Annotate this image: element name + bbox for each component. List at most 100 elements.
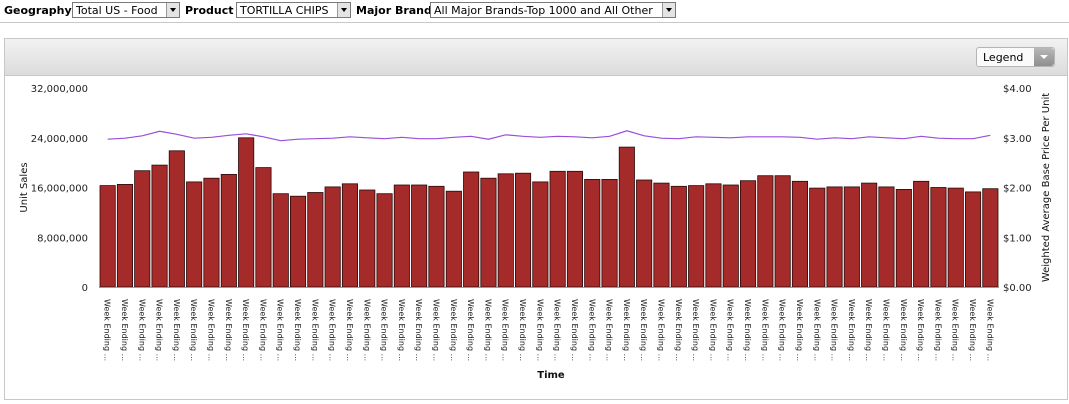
- bar: [774, 175, 791, 288]
- x-tick-label: Week Ending ...: [830, 299, 839, 361]
- x-tick-label: Week Ending ...: [795, 299, 804, 361]
- x-tick-label: Week Ending ...: [708, 299, 717, 361]
- x-tick-label: Week Ending ...: [155, 299, 164, 361]
- bar: [740, 180, 757, 288]
- bar: [186, 181, 203, 288]
- x-tick-label: Week Ending ...: [674, 299, 683, 361]
- bar: [151, 164, 168, 288]
- x-tick-label: Week Ending ...: [847, 299, 856, 361]
- x-tick-label: Week Ending ...: [726, 299, 735, 361]
- bar: [272, 193, 289, 288]
- bar: [289, 195, 307, 288]
- bar: [688, 185, 705, 288]
- bar: [411, 184, 428, 288]
- x-tick-label: Week Ending ...: [899, 299, 908, 361]
- filter-bar: Geography Total US - Food Product TORTIL…: [0, 0, 1069, 22]
- bar: [497, 173, 514, 288]
- y2-tick-label: $2.00: [1003, 184, 1032, 195]
- geography-value: Total US - Food: [76, 4, 158, 17]
- y-tick-label: 0: [82, 283, 88, 294]
- x-tick-label: Week Ending ...: [432, 299, 441, 361]
- bar: [878, 186, 895, 288]
- x-tick-label: Week Ending ...: [414, 299, 423, 361]
- bar: [255, 167, 272, 288]
- x-tick-label: Week Ending ...: [466, 299, 475, 361]
- bar: [168, 150, 185, 288]
- brand-value: All Major Brands-Top 1000 and All Other: [434, 4, 653, 17]
- bar: [861, 182, 878, 288]
- x-tick-label: Week Ending ...: [985, 299, 994, 361]
- bar: [601, 178, 618, 288]
- brand-label: Major Brand: [356, 4, 432, 17]
- bar: [636, 179, 653, 288]
- bar: [203, 177, 220, 288]
- x-tick-label: Week Ending ...: [553, 299, 562, 361]
- geography-select[interactable]: Total US - Food: [72, 2, 180, 18]
- x-tick-label: Week Ending ...: [328, 299, 337, 361]
- x-tick-label: Week Ending ...: [310, 299, 319, 361]
- bar: [965, 191, 982, 288]
- bar: [584, 178, 601, 288]
- bar: [670, 185, 687, 288]
- bar: [826, 186, 843, 288]
- y2-axis-title: Weighted Average Base Price Per Unit: [1041, 93, 1052, 282]
- x-tick-label: Week Ending ...: [951, 299, 960, 361]
- bar: [393, 184, 410, 288]
- legend-dropdown[interactable]: Legend: [976, 47, 1055, 67]
- bar: [549, 170, 566, 288]
- bar: [653, 182, 670, 288]
- y2-tick-label: $1.00: [1003, 233, 1032, 244]
- x-tick-label: Week Ending ...: [276, 299, 285, 361]
- bar: [134, 170, 151, 288]
- bar: [618, 146, 635, 288]
- bar: [843, 186, 860, 288]
- price-line: [107, 130, 991, 142]
- chart-panel-header: Legend: [5, 39, 1067, 76]
- bar: [913, 180, 930, 288]
- x-tick-label: Week Ending ...: [258, 299, 267, 361]
- x-tick-label: Week Ending ...: [483, 299, 492, 361]
- product-select[interactable]: TORTILLA CHIPS: [236, 2, 351, 18]
- x-tick-label: Week Ending ...: [241, 299, 250, 361]
- chevron-down-icon: [1034, 48, 1054, 66]
- geography-label: Geography: [4, 4, 72, 17]
- bar: [341, 183, 358, 288]
- x-tick-label: Week Ending ...: [172, 299, 181, 361]
- bar: [324, 186, 341, 288]
- product-label: Product: [185, 4, 234, 17]
- chevron-down-icon: [337, 3, 350, 17]
- y-tick-label: 24,000,000: [31, 134, 88, 145]
- x-tick-label: Week Ending ...: [189, 299, 198, 361]
- brand-select[interactable]: All Major Brands-Top 1000 and All Other: [430, 2, 676, 18]
- bar: [480, 177, 497, 288]
- bar: [791, 180, 808, 288]
- bar: [947, 187, 964, 288]
- x-tick-label: Week Ending ...: [639, 299, 648, 361]
- chevron-down-icon: [662, 3, 675, 17]
- x-tick-label: Week Ending ...: [120, 299, 129, 361]
- toolbar-divider: [0, 22, 1069, 23]
- y-tick-label: 16,000,000: [31, 184, 88, 195]
- x-tick-label: Week Ending ...: [103, 299, 112, 361]
- x-tick-label: Week Ending ...: [501, 299, 510, 361]
- x-tick-label: Week Ending ...: [622, 299, 631, 361]
- x-tick-label: Week Ending ...: [812, 299, 821, 361]
- y2-tick-label: $0.00: [1003, 283, 1032, 294]
- bar: [428, 185, 445, 288]
- x-tick-label: Week Ending ...: [882, 299, 891, 361]
- bar: [757, 175, 774, 288]
- bar: [463, 171, 480, 288]
- bar: [376, 193, 393, 288]
- bar: [359, 189, 376, 288]
- x-tick-label: Week Ending ...: [657, 299, 666, 361]
- x-tick-label: Week Ending ...: [137, 299, 146, 361]
- x-tick-label: Week Ending ...: [570, 299, 579, 361]
- bar: [566, 170, 583, 288]
- y-tick-label: 8,000,000: [37, 233, 88, 244]
- x-tick-label: Week Ending ...: [449, 299, 458, 361]
- x-tick-label: Week Ending ...: [587, 299, 596, 361]
- bar: [99, 185, 116, 288]
- bar: [532, 181, 549, 288]
- bar: [220, 173, 237, 288]
- x-tick-label: Week Ending ...: [518, 299, 527, 361]
